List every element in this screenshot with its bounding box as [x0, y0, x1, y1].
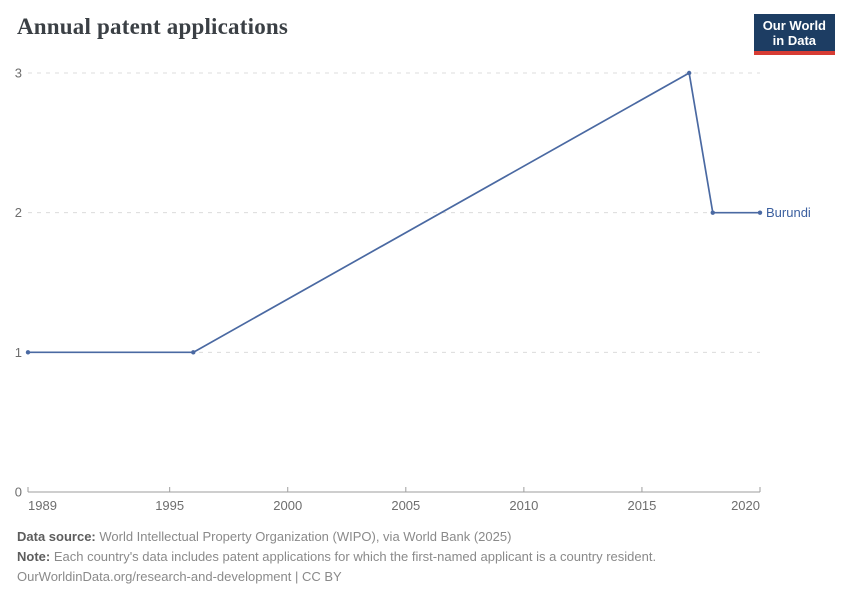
data-point-marker [25, 350, 31, 355]
owid-logo-line1: Our World [762, 18, 826, 33]
y-axis-tick-label: 3 [15, 66, 22, 81]
y-axis-tick-label: 2 [15, 205, 22, 220]
data-source-line: Data source: World Intellectual Property… [17, 527, 833, 547]
x-axis-tick-label: 2010 [509, 498, 538, 513]
data-point-marker [710, 210, 715, 215]
data-point-marker [757, 210, 763, 215]
note-text: Each country's data includes patent appl… [50, 549, 657, 564]
x-axis-tick-label: 2015 [627, 498, 656, 513]
data-point-marker [686, 70, 692, 76]
chart-title: Annual patent applications [17, 14, 289, 39]
y-axis-tick-label: 1 [15, 345, 22, 360]
y-axis-tick-label: 0 [15, 485, 22, 500]
x-axis-tick-label: 2020 [731, 498, 760, 513]
entity-label: Burundi [766, 205, 811, 220]
license-link[interactable]: OurWorldinData.org/research-and-developm… [17, 569, 342, 584]
x-axis-tick-label: 2000 [273, 498, 302, 513]
note-line: Note: Each country's data includes paten… [17, 547, 833, 567]
chart-footer: Data source: World Intellectual Property… [17, 527, 833, 587]
data-point-marker [191, 350, 196, 355]
data-source-label: Data source: [17, 529, 96, 544]
note-label: Note: [17, 549, 51, 564]
x-axis-tick-label: 2005 [391, 498, 420, 513]
owid-logo[interactable]: Our World in Data [753, 14, 835, 55]
x-axis-tick-label: 1989 [28, 498, 57, 513]
x-axis-tick-label: 1995 [155, 498, 184, 513]
data-source-text: World Intellectual Property Organization… [95, 529, 512, 544]
owid-logo-line2: in Data [772, 33, 817, 48]
